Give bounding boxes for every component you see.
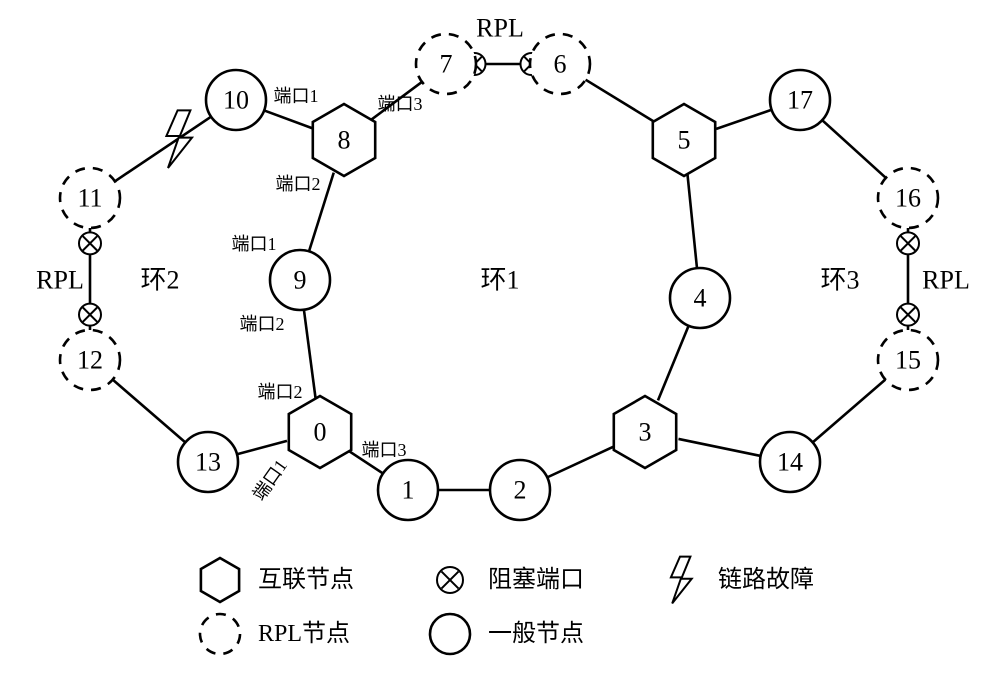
ring-label: 环1 [480, 266, 519, 295]
block-port-icon [79, 232, 101, 254]
port-label: 端口1 [232, 234, 277, 254]
node-label-13: 13 [195, 448, 221, 477]
block-port-icon [897, 304, 919, 326]
node-6: 6 [530, 34, 590, 94]
node-label-9: 9 [294, 266, 307, 295]
node-label-15: 15 [895, 346, 921, 375]
edge-5-6 [586, 80, 655, 122]
edge-5-17 [716, 110, 771, 129]
port-label: 端口3 [378, 94, 423, 114]
node-label-6: 6 [554, 50, 567, 79]
node-label-8: 8 [338, 126, 351, 155]
edge-12-13 [113, 380, 186, 443]
rpl-label: RPL [476, 14, 524, 43]
edge-10-11 [115, 117, 211, 182]
node-2: 2 [490, 460, 550, 520]
node-16: 16 [878, 168, 938, 228]
ring-label: 环2 [140, 266, 179, 295]
node-14: 14 [760, 432, 820, 492]
edge-14-3 [678, 439, 760, 456]
ring-label: 环3 [820, 266, 859, 295]
node-8: 8 [313, 104, 375, 176]
port-label: 端口2 [240, 314, 285, 334]
node-13: 13 [178, 432, 238, 492]
node-0: 0 [289, 396, 351, 468]
block-port-icon [437, 567, 463, 593]
legend-label: 链路故障 [718, 566, 814, 593]
node-label-2: 2 [514, 476, 527, 505]
port-label: 端口1 [249, 456, 291, 504]
port-label: 端口2 [258, 382, 303, 402]
node-label-0: 0 [314, 418, 327, 447]
node-label-7: 7 [440, 50, 453, 79]
edge-4-5 [687, 174, 697, 268]
link-fault-icon [671, 557, 692, 604]
node-label-11: 11 [77, 184, 102, 213]
node-12: 12 [60, 330, 120, 390]
node-15: 15 [878, 330, 938, 390]
legend-label: 阻塞端口 [488, 566, 584, 593]
node-label-1: 1 [402, 476, 415, 505]
port-label: 端口2 [276, 174, 321, 194]
node-11: 11 [60, 168, 120, 228]
legend-label: 互联节点 [258, 566, 354, 593]
node-label-12: 12 [77, 346, 103, 375]
edge-2-3 [547, 446, 614, 477]
node-17: 17 [770, 70, 830, 130]
legend-item: 一般节点 [430, 614, 584, 654]
edge-17-16 [822, 120, 886, 178]
edge-3-4 [658, 326, 689, 401]
legend-item: RPL节点 [200, 614, 350, 654]
node-1: 1 [378, 460, 438, 520]
node-9: 9 [270, 250, 330, 310]
node-label-5: 5 [678, 126, 691, 155]
node-label-4: 4 [694, 284, 707, 313]
block-port-icon [897, 232, 919, 254]
node-4: 4 [670, 268, 730, 328]
legend-label: RPL节点 [258, 620, 350, 647]
edge-8-10 [264, 110, 312, 128]
legend-item: 阻塞端口 [488, 566, 584, 593]
edge-9-0 [304, 310, 316, 398]
node-10: 10 [206, 70, 266, 130]
link-fault-icon [166, 110, 192, 168]
edge-15-14 [813, 380, 886, 443]
node-label-16: 16 [895, 184, 921, 213]
node-label-17: 17 [787, 86, 813, 115]
rpl-label: RPL [922, 266, 970, 295]
legend-item: 链路故障 [671, 557, 814, 604]
legend-item: 互联节点 [201, 558, 354, 602]
legend-label: 一般节点 [488, 620, 584, 647]
node-5: 5 [653, 104, 715, 176]
node-label-10: 10 [223, 86, 249, 115]
node-3: 3 [614, 396, 676, 468]
port-label: 端口3 [362, 440, 407, 460]
node-label-3: 3 [639, 418, 652, 447]
block-port-icon [79, 304, 101, 326]
rpl-label: RPL [36, 266, 84, 295]
port-label: 端口1 [274, 86, 319, 106]
edge-13-0 [237, 441, 287, 454]
node-7: 7 [416, 34, 476, 94]
node-label-14: 14 [777, 448, 803, 477]
